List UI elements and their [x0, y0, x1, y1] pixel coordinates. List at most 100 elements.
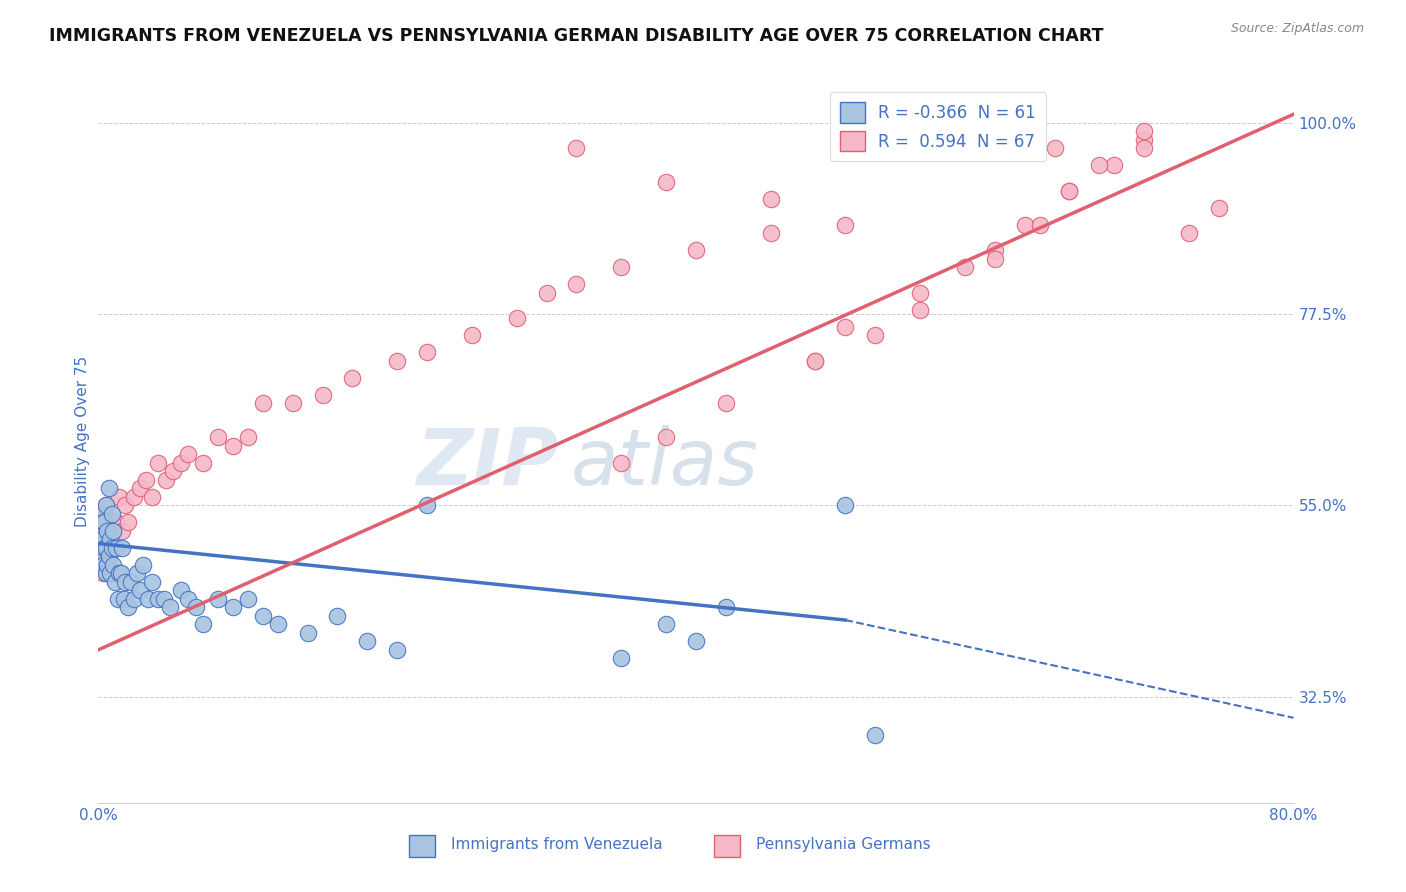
Point	[96, 524, 118, 538]
Point	[117, 516, 139, 530]
Point	[111, 524, 134, 538]
Point	[222, 600, 245, 615]
Point	[236, 430, 259, 444]
Point	[90, 524, 112, 538]
Point	[610, 651, 633, 665]
Point	[155, 473, 177, 487]
Point	[565, 277, 588, 292]
Point	[94, 566, 117, 581]
Point	[91, 566, 114, 581]
Point	[98, 566, 122, 581]
Point	[834, 319, 856, 334]
Text: Immigrants from Venezuela: Immigrants from Venezuela	[451, 838, 662, 852]
Point	[169, 583, 191, 598]
Point	[124, 591, 146, 606]
Point	[834, 218, 856, 232]
Point	[759, 192, 782, 206]
Point	[865, 728, 887, 742]
Point	[89, 533, 111, 547]
Point	[177, 447, 200, 461]
Point	[804, 353, 827, 368]
Legend: R = -0.366  N = 61, R =  0.594  N = 67: R = -0.366 N = 61, R = 0.594 N = 67	[830, 92, 1046, 161]
Point	[96, 558, 118, 572]
Point	[865, 328, 887, 343]
Point	[159, 600, 181, 615]
Point	[610, 260, 633, 275]
Point	[135, 473, 157, 487]
Point	[114, 574, 136, 589]
Point	[169, 456, 191, 470]
Point	[153, 591, 176, 606]
Point	[1178, 227, 1201, 241]
Point	[97, 481, 120, 495]
Point	[385, 642, 409, 657]
Point	[89, 507, 111, 521]
Point	[655, 430, 678, 444]
Point	[124, 490, 146, 504]
Point	[1059, 184, 1081, 198]
Point	[207, 430, 229, 444]
Point	[1014, 218, 1036, 232]
Point	[90, 549, 112, 564]
Text: Source: ZipAtlas.com: Source: ZipAtlas.com	[1230, 22, 1364, 36]
Point	[1133, 141, 1156, 155]
Point	[101, 541, 124, 555]
Point	[89, 541, 111, 555]
Point	[132, 558, 155, 572]
Point	[141, 490, 163, 504]
Point	[207, 591, 229, 606]
Text: Pennsylvania Germans: Pennsylvania Germans	[756, 838, 931, 852]
Point	[148, 591, 170, 606]
Text: atlas: atlas	[571, 425, 758, 501]
Point	[93, 516, 115, 530]
Point	[94, 541, 117, 555]
FancyBboxPatch shape	[714, 835, 740, 857]
Point	[1104, 158, 1126, 172]
Point	[103, 524, 125, 538]
Point	[610, 456, 633, 470]
Point	[101, 507, 124, 521]
Point	[326, 608, 349, 623]
Point	[162, 464, 184, 478]
Point	[94, 549, 117, 564]
Point	[385, 353, 409, 368]
Point	[685, 244, 707, 258]
Point	[984, 252, 1007, 266]
Point	[222, 439, 245, 453]
Point	[94, 498, 117, 512]
Point	[129, 481, 152, 495]
Point	[110, 566, 132, 581]
Point	[1208, 201, 1230, 215]
Point	[98, 533, 122, 547]
Point	[108, 490, 131, 504]
Point	[252, 396, 274, 410]
Point	[1133, 124, 1156, 138]
FancyBboxPatch shape	[409, 835, 436, 857]
Text: IMMIGRANTS FROM VENEZUELA VS PENNSYLVANIA GERMAN DISABILITY AGE OVER 75 CORRELAT: IMMIGRANTS FROM VENEZUELA VS PENNSYLVANI…	[49, 27, 1104, 45]
Point	[141, 574, 163, 589]
Point	[112, 591, 135, 606]
Point	[416, 498, 439, 512]
Point	[108, 566, 131, 581]
Point	[129, 583, 152, 598]
Point	[311, 388, 333, 402]
Point	[127, 566, 149, 581]
Point	[759, 227, 782, 241]
Point	[1133, 133, 1156, 147]
Point	[1043, 141, 1066, 155]
Point	[184, 600, 207, 615]
Point	[93, 507, 115, 521]
Point	[148, 456, 170, 470]
Point	[342, 371, 364, 385]
Point	[506, 311, 529, 326]
Point	[565, 141, 588, 155]
Point	[93, 541, 115, 555]
Point	[105, 516, 128, 530]
Point	[97, 524, 120, 538]
Point	[267, 617, 290, 632]
Point	[105, 541, 128, 555]
Point	[101, 541, 124, 555]
Point	[103, 524, 125, 538]
Point	[114, 498, 136, 512]
Point	[834, 498, 856, 512]
